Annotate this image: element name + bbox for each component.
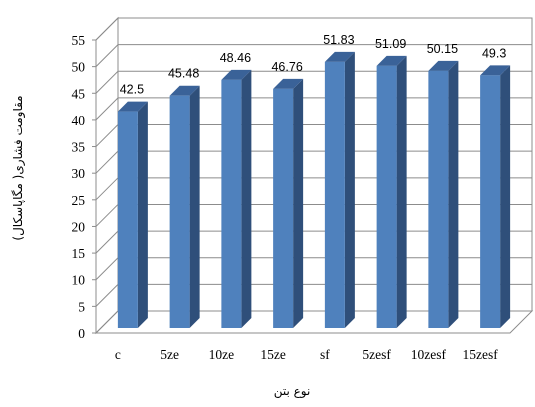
y-tick-label: 20 bbox=[72, 219, 86, 234]
y-tick-label: 30 bbox=[72, 166, 86, 181]
y-tick-label: 40 bbox=[72, 113, 86, 128]
y-tick-label: 45 bbox=[72, 86, 86, 101]
bar-top bbox=[428, 60, 459, 71]
data-label: 42.5 bbox=[120, 83, 144, 97]
y-axis-ticks: 0 5 10 15 20 25 30 35 40 45 50 55 bbox=[72, 33, 96, 341]
bar bbox=[117, 111, 138, 328]
y-tick-label: 0 bbox=[78, 326, 85, 341]
x-tick-label: sf bbox=[320, 347, 330, 362]
gridlines bbox=[94, 16, 534, 335]
floor bbox=[94, 310, 534, 334]
x-tick-label: 10ze bbox=[209, 347, 234, 362]
x-tick-label: 10zesf bbox=[411, 347, 447, 362]
bar bbox=[324, 61, 345, 329]
bar bbox=[273, 88, 294, 328]
bar-side bbox=[189, 85, 200, 328]
gridline bbox=[95, 17, 532, 41]
x-tick-label: 15zesf bbox=[463, 347, 499, 362]
bar bbox=[480, 75, 501, 329]
bar-top bbox=[221, 69, 252, 80]
bars bbox=[117, 51, 511, 329]
x-tick-label: 5ze bbox=[160, 347, 179, 362]
bar-top bbox=[117, 101, 148, 112]
data-label: 50.15 bbox=[427, 42, 458, 56]
y-tick-label: 10 bbox=[72, 273, 86, 288]
bar-side bbox=[137, 101, 148, 328]
data-label: 51.83 bbox=[323, 33, 354, 47]
y-tick-label: 35 bbox=[72, 140, 86, 155]
x-tick-label: 15ze bbox=[260, 347, 285, 362]
y-tick-label: 5 bbox=[78, 299, 85, 314]
bar-top bbox=[480, 65, 511, 76]
bar-top bbox=[376, 55, 407, 66]
x-tick-label: 5zesf bbox=[362, 347, 391, 362]
data-labels: 42.5 45.48 48.46 46.76 51.83 51.09 50.15 49.3 bbox=[120, 33, 507, 97]
data-label: 46.76 bbox=[271, 60, 302, 74]
y-axis-label: مقاومت فشاری( مگاپاسکال) bbox=[11, 95, 26, 240]
gridline bbox=[95, 44, 532, 67]
y-tick-label: 25 bbox=[72, 193, 86, 208]
bar bbox=[428, 70, 449, 328]
y-tick-label: 55 bbox=[72, 33, 86, 48]
bar bbox=[169, 95, 190, 328]
x-axis-label: نوع بتن bbox=[274, 384, 311, 399]
bar-side bbox=[293, 78, 304, 328]
bar-top bbox=[324, 51, 355, 62]
bar-top bbox=[169, 85, 200, 96]
bar-side bbox=[241, 69, 252, 328]
bar bbox=[221, 79, 242, 328]
bar-side bbox=[448, 60, 459, 328]
bar bbox=[376, 65, 397, 328]
x-tick-label: c bbox=[115, 347, 121, 362]
y-tick-label: 15 bbox=[72, 246, 86, 261]
side-wall bbox=[95, 16, 119, 335]
bar-side bbox=[500, 65, 511, 329]
data-label: 51.09 bbox=[375, 37, 406, 51]
y-tick-label: 50 bbox=[72, 60, 86, 75]
bar-top bbox=[273, 78, 304, 89]
data-label: 45.48 bbox=[168, 67, 199, 81]
data-label: 48.46 bbox=[220, 51, 251, 65]
bar-side bbox=[344, 51, 355, 329]
x-axis-ticks: c 5ze 10ze 15ze sf 5zesf 10zesf 15zesf bbox=[115, 347, 498, 362]
bar-side bbox=[396, 55, 407, 328]
data-label: 49.3 bbox=[482, 46, 506, 60]
